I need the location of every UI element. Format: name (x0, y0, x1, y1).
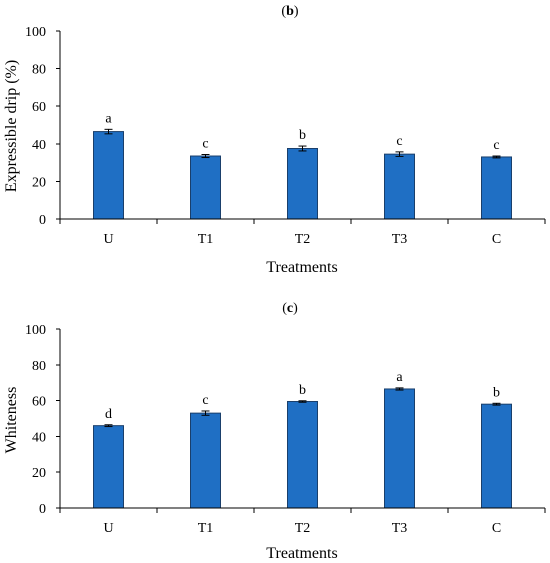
bar-C (481, 403, 512, 509)
y-tick-label: 60 (32, 395, 46, 410)
x-tick-label: T1 (198, 232, 214, 247)
bar-C (481, 156, 512, 220)
significance-letter: b (493, 385, 500, 400)
y-tick-label: 80 (32, 63, 46, 78)
bar-T2 (287, 148, 318, 220)
x-tick-label: T2 (295, 232, 311, 247)
bar-T2 (287, 400, 318, 509)
y-tick-label: 80 (32, 359, 46, 374)
x-tick-label: C (492, 232, 501, 247)
significance-letter: d (105, 407, 112, 422)
x-axis: U T1 T2 T3 C (59, 218, 546, 247)
bar-U (93, 425, 124, 509)
x-tick-label: U (103, 521, 113, 536)
y-tick-label: 0 (39, 213, 46, 228)
y-tick-label: 100 (25, 323, 46, 338)
x-axis-label: Treatments (266, 259, 337, 276)
chart-panel-b: (b) 0 20 40 60 80 100 a c b c c U T1 T2 T3 C Treatmen… (3, 4, 546, 276)
significance-letter: a (396, 370, 403, 385)
x-tick-label: T1 (198, 521, 214, 536)
x-tick-label: T2 (295, 521, 311, 536)
bar-T1 (190, 155, 221, 220)
x-tick-label: T3 (392, 521, 408, 536)
y-tick-label: 0 (39, 502, 46, 517)
x-tick-label: C (492, 521, 501, 536)
y-axis: 0 20 40 60 80 100 (25, 25, 61, 228)
y-tick-label: 60 (32, 100, 46, 115)
y-tick-label: 100 (25, 25, 46, 40)
y-tick-label: 40 (32, 138, 46, 153)
chart-title: (c) (282, 301, 298, 316)
significance-letter: c (202, 137, 208, 152)
bar-T3 (384, 153, 415, 220)
significance-letter: c (202, 393, 208, 408)
significance-letter: b (299, 383, 306, 398)
x-tick-label: T3 (392, 232, 408, 247)
significance-letter: c (396, 134, 402, 149)
chart-title: (b) (281, 4, 298, 19)
y-axis: 0 20 40 60 80 100 (25, 323, 61, 517)
bars: d c b a b (93, 370, 512, 509)
y-axis-label: Expressible drip (%) (3, 60, 20, 192)
y-tick-label: 20 (32, 175, 46, 190)
y-axis-label: Whiteness (3, 387, 20, 454)
x-tick-label: U (103, 232, 113, 247)
bar-T1 (190, 412, 221, 509)
bars: a c b c c (93, 111, 512, 220)
significance-letter: b (299, 128, 306, 143)
bar-U (93, 131, 124, 220)
y-tick-label: 40 (32, 430, 46, 445)
x-axis: U T1 T2 T3 C (59, 507, 546, 536)
chart-panel-c: (c) 0 20 40 60 80 100 d c b a b U T1 T2 T3 C Treatmen… (3, 301, 546, 562)
significance-letter: a (105, 111, 112, 126)
x-axis-label: Treatments (266, 545, 337, 562)
y-tick-label: 20 (32, 466, 46, 481)
bar-T3 (384, 388, 415, 509)
significance-letter: c (493, 138, 499, 153)
